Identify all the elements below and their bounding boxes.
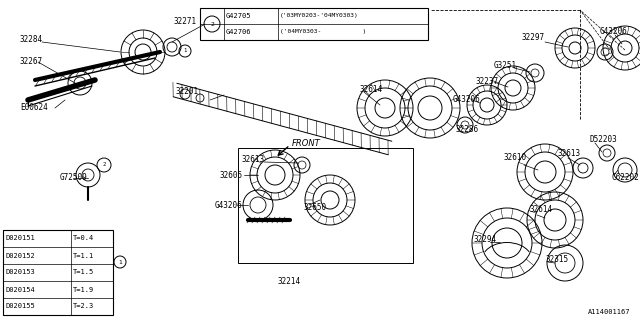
Text: T=1.5: T=1.5 (73, 269, 94, 276)
Text: T=1.9: T=1.9 (73, 286, 94, 292)
Text: 2: 2 (210, 21, 214, 27)
Text: G43206: G43206 (600, 28, 628, 36)
Bar (200, 8, 428, 40)
Text: 32614: 32614 (529, 205, 552, 214)
Text: 32605: 32605 (220, 171, 243, 180)
Text: 32214: 32214 (278, 277, 301, 286)
Text: ('03MY0203-'04MY0303): ('03MY0203-'04MY0303) (280, 13, 359, 19)
Text: 32294: 32294 (474, 236, 497, 244)
Text: D020152: D020152 (5, 252, 35, 259)
Text: D020153: D020153 (5, 269, 35, 276)
Text: D52203: D52203 (590, 135, 618, 145)
Text: 32284: 32284 (20, 36, 43, 44)
Text: 32297: 32297 (521, 34, 544, 43)
Text: G42706: G42706 (226, 29, 252, 35)
Text: 32201: 32201 (175, 87, 198, 97)
Text: T=0.4: T=0.4 (73, 236, 94, 242)
Text: D020151: D020151 (5, 236, 35, 242)
Text: 32613: 32613 (558, 148, 581, 157)
Text: FRONT: FRONT (292, 139, 321, 148)
Bar (238, 148, 413, 263)
Text: 32267: 32267 (20, 58, 43, 67)
Text: 32286: 32286 (455, 125, 478, 134)
Text: G3251: G3251 (494, 60, 517, 69)
Text: D020155: D020155 (5, 303, 35, 309)
Text: G72509: G72509 (60, 173, 88, 182)
Text: D020154: D020154 (5, 286, 35, 292)
Text: 32614: 32614 (360, 85, 383, 94)
Text: 32650: 32650 (304, 204, 327, 212)
Text: 1: 1 (118, 260, 122, 265)
Text: C62202: C62202 (612, 172, 640, 181)
Text: G43206: G43206 (453, 95, 481, 105)
Text: G42705: G42705 (226, 13, 252, 19)
Text: 32271: 32271 (174, 18, 197, 27)
Text: 1: 1 (184, 49, 187, 53)
Text: A114001167: A114001167 (588, 309, 630, 315)
Text: 32315: 32315 (545, 255, 568, 265)
Bar (3, 230, 113, 315)
Text: 32237: 32237 (476, 77, 499, 86)
Text: 2: 2 (102, 163, 106, 167)
Text: 32613: 32613 (242, 156, 265, 164)
Text: G43206: G43206 (215, 201, 243, 210)
Text: ('04MY0303-           ): ('04MY0303- ) (280, 29, 366, 35)
Text: E00624: E00624 (20, 103, 48, 113)
Text: T=1.1: T=1.1 (73, 252, 94, 259)
Text: 32610: 32610 (504, 154, 527, 163)
Text: T=2.3: T=2.3 (73, 303, 94, 309)
